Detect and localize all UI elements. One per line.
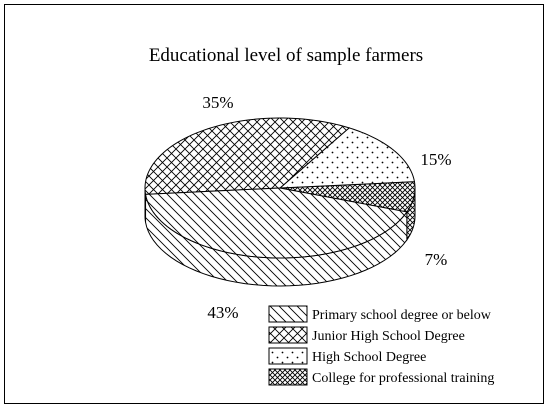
legend: Primary school degree or below Junior Hig…: [268, 305, 494, 386]
legend-label-junior-high-school-degree: Junior High School Degree: [312, 329, 465, 344]
legend-label-high-school-degree: High School Degree: [312, 350, 426, 365]
legend-swatch-college-for-professional-training: [268, 368, 308, 386]
pie-slice-junior-high-school-degree: [144, 117, 351, 195]
pie-chart: Educational level of sample farmers 43% 3…: [144, 45, 494, 386]
legend-swatch-high-school-degree: [268, 347, 308, 365]
pie-slices: [144, 117, 416, 287]
data-label-college-for-professional-training: 7%: [425, 250, 448, 269]
chart-frame: Educational level of sample farmers 43% 3…: [4, 4, 544, 404]
data-label-junior-high-school-degree: 35%: [202, 93, 233, 112]
pie-slice-high-school-degree: [278, 127, 416, 189]
chart-title: Educational level of sample farmers: [149, 45, 423, 66]
legend-label-primary-school-degree-or-below: Primary school degree or below: [312, 308, 492, 323]
data-labels: 43% 35% 15% 7%: [202, 93, 451, 322]
legend-swatch-primary-school-degree-or-below: [268, 305, 308, 323]
data-label-high-school-degree: 15%: [420, 150, 451, 169]
data-label-primary-school-degree-or-below: 43%: [207, 303, 238, 322]
pie-slice-primary-school-degree-or-below: [144, 187, 408, 259]
legend-label-college-for-professional-training: College for professional training: [312, 371, 494, 386]
pie-slice-college-for-professional-training: [279, 181, 416, 213]
legend-swatch-junior-high-school-degree: [268, 326, 308, 344]
